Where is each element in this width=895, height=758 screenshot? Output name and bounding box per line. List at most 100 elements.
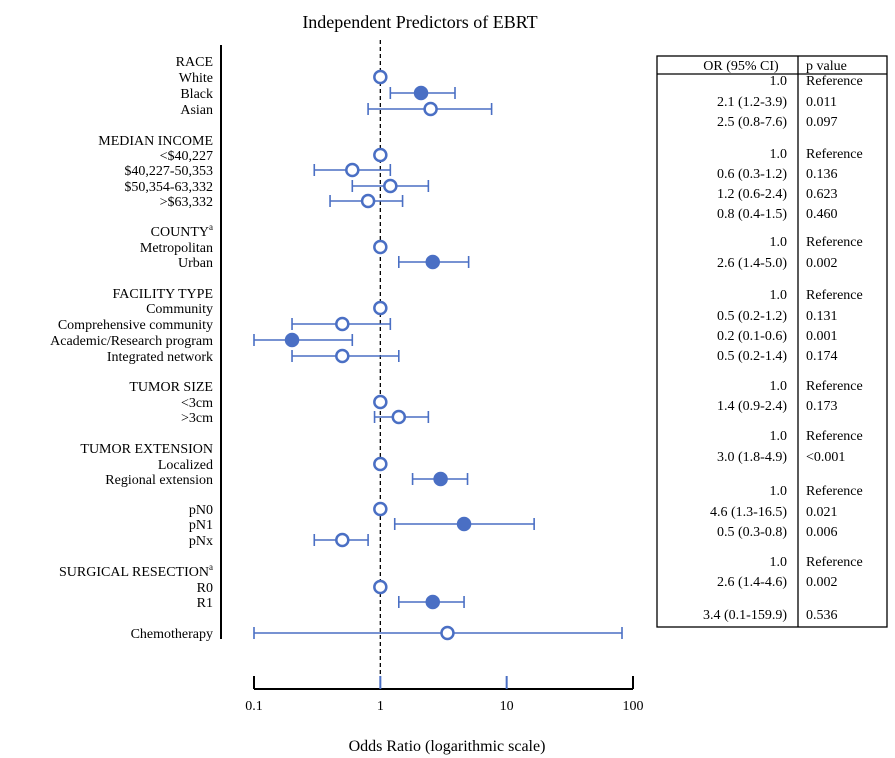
- group-header-label: FACILITY TYPE: [113, 287, 213, 302]
- table-header-p: p value: [806, 59, 847, 74]
- row-label: pNx: [189, 534, 213, 549]
- point-estimate: [373, 147, 388, 163]
- p-value-cell: Reference: [806, 429, 863, 444]
- row-label: >3cm: [181, 411, 213, 426]
- point-estimate: [383, 178, 398, 194]
- or-ci-cell: 1.0: [770, 74, 788, 89]
- point-estimate-significant: [284, 332, 300, 348]
- point-estimate-significant: [425, 594, 441, 610]
- point-estimate: [373, 69, 388, 85]
- results-table: 1.0 Reference 2.1 (1.2-3.9) 0.011 2.5 (0.8-7…: [656, 55, 888, 628]
- x-tick-label: 0.1: [245, 699, 263, 714]
- or-ci-cell: 1.0: [770, 484, 788, 499]
- point-estimate: [373, 579, 388, 595]
- point-estimate: [440, 625, 455, 641]
- p-value-cell: 0.460: [806, 207, 838, 222]
- group-header-label: RACE: [176, 55, 213, 70]
- p-value-cell: 0.001: [806, 329, 838, 344]
- point-estimate-significant: [433, 471, 448, 487]
- point-estimate: [335, 348, 350, 364]
- row-label: pN1: [189, 518, 213, 533]
- row-label: R0: [197, 581, 213, 596]
- or-ci-cell: 1.2 (0.6-2.4): [717, 187, 787, 202]
- or-ci-cell: 1.0: [770, 288, 788, 303]
- or-ci-cell: 2.1 (1.2-3.9): [717, 95, 787, 110]
- or-ci-cell: 2.6 (1.4-4.6): [717, 575, 787, 590]
- row-label: Integrated network: [107, 350, 213, 365]
- table-frame: [656, 55, 888, 628]
- or-ci-cell: 4.6 (1.3-16.5): [710, 505, 787, 520]
- point-estimate: [373, 394, 388, 410]
- row-label: Academic/Research program: [50, 334, 213, 349]
- p-value-cell: 0.006: [806, 525, 838, 540]
- point-estimate: [423, 101, 438, 117]
- p-value-cell: Reference: [806, 74, 863, 89]
- or-ci-cell: 1.0: [770, 429, 788, 444]
- point-estimate: [373, 501, 388, 517]
- x-tick-label: 10: [500, 699, 514, 714]
- row-label: <$40,227: [160, 149, 213, 164]
- point-estimate-significant: [425, 254, 441, 270]
- p-value-cell: <0.001: [806, 450, 845, 465]
- row-label: Comprehensive community: [58, 318, 213, 333]
- p-value-cell: 0.002: [806, 256, 838, 271]
- or-ci-cell: 1.0: [770, 555, 788, 570]
- point-estimate-significant: [456, 516, 472, 532]
- group-header-label: SURGICAL RESECTIONa: [59, 562, 213, 580]
- or-ci-cell: 3.0 (1.8-4.9): [717, 450, 787, 465]
- point-estimate: [373, 456, 388, 472]
- point-estimate: [345, 162, 360, 178]
- point-estimate-significant: [413, 85, 429, 101]
- axes-layer: 0.1 1 10 100: [220, 40, 643, 714]
- p-value-cell: Reference: [806, 288, 863, 303]
- point-estimate: [373, 300, 388, 316]
- p-value-cell: 0.002: [806, 575, 838, 590]
- group-header-label: MEDIAN INCOME: [98, 134, 213, 149]
- row-label: Localized: [158, 458, 213, 473]
- row-label: White: [179, 71, 213, 86]
- or-ci-cell: 0.5 (0.3-0.8): [717, 525, 787, 540]
- point-estimate: [335, 532, 350, 548]
- or-ci-cell: 1.4 (0.9-2.4): [717, 399, 787, 414]
- x-tick-label: 100: [622, 699, 643, 714]
- row-label: Urban: [178, 256, 213, 271]
- p-value-cell: 0.011: [806, 95, 837, 110]
- or-ci-cell: 0.8 (0.4-1.5): [717, 207, 787, 222]
- p-value-cell: 0.173: [806, 399, 838, 414]
- p-value-cell: 0.174: [806, 349, 838, 364]
- or-ci-cell: 2.6 (1.4-5.0): [717, 256, 787, 271]
- p-value-cell: Reference: [806, 484, 863, 499]
- or-ci-cell: 1.0: [770, 379, 788, 394]
- p-value-cell: 0.136: [806, 167, 838, 182]
- point-estimate: [360, 193, 376, 209]
- p-value-cell: 0.097: [806, 115, 838, 130]
- row-label: Asian: [180, 103, 213, 118]
- x-axis-label: Odds Ratio (logarithmic scale): [349, 738, 546, 755]
- group-header-label: TUMOR EXTENSION: [80, 442, 213, 457]
- group-header-label: TUMOR SIZE: [129, 380, 213, 395]
- p-value-cell: Reference: [806, 379, 863, 394]
- p-value-cell: 0.131: [806, 309, 838, 324]
- row-label: $50,354-63,332: [124, 180, 213, 195]
- row-label: Metropolitan: [140, 241, 213, 256]
- point-estimate: [373, 239, 388, 255]
- p-value-cell: 0.021: [806, 505, 838, 520]
- or-ci-cell: 0.5 (0.2-1.4): [717, 349, 787, 364]
- row-label: >$63,332: [160, 195, 213, 210]
- or-ci-cell: 3.4 (0.1-159.9): [703, 608, 787, 623]
- or-ci-cell: 0.5 (0.2-1.2): [717, 309, 787, 324]
- or-ci-cell: 2.5 (0.8-7.6): [717, 115, 787, 130]
- p-value-cell: 0.623: [806, 187, 838, 202]
- row-label: Black: [180, 87, 213, 102]
- point-estimate: [335, 316, 350, 332]
- p-value-cell: Reference: [806, 235, 863, 250]
- p-value-cell: Reference: [806, 555, 863, 570]
- row-label: Chemotherapy: [131, 627, 213, 642]
- table-header-or: OR (95% CI): [703, 59, 779, 74]
- row-label: $40,227-50,353: [124, 164, 213, 179]
- p-value-cell: 0.536: [806, 608, 838, 623]
- plot-marks: [253, 69, 623, 641]
- row-label: <3cm: [181, 396, 213, 411]
